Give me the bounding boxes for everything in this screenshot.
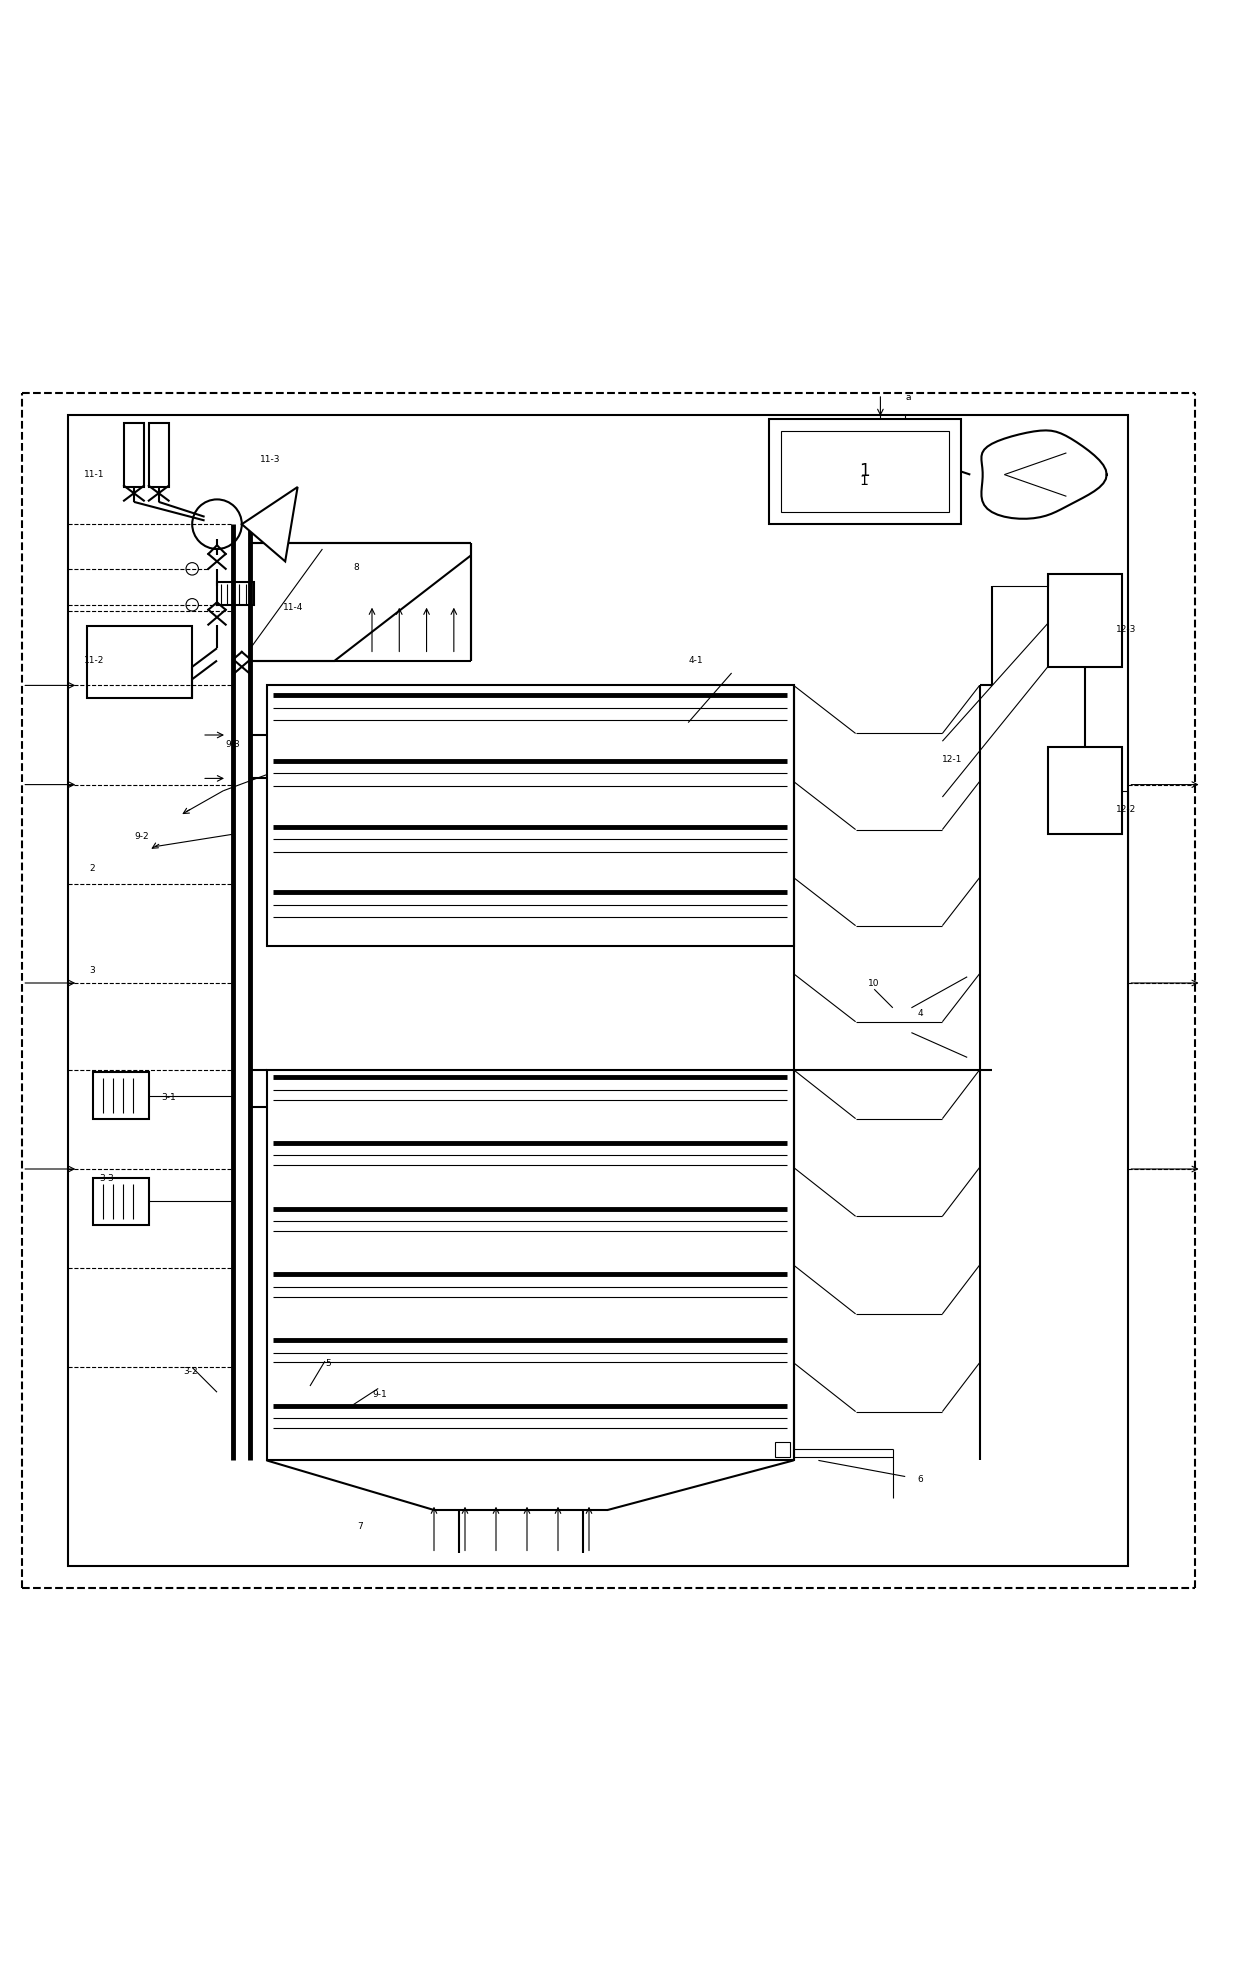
Text: 3: 3: [89, 965, 95, 975]
Bar: [267, 686, 794, 946]
Bar: [93, 1071, 149, 1119]
Text: 9-2: 9-2: [134, 832, 149, 841]
Text: 4-1: 4-1: [688, 657, 703, 665]
Text: 12-1: 12-1: [942, 755, 962, 765]
Text: 12-2: 12-2: [1116, 804, 1136, 814]
Text: 6: 6: [918, 1474, 924, 1484]
Bar: [781, 431, 949, 511]
Polygon shape: [242, 488, 298, 562]
Bar: [1048, 574, 1122, 666]
Bar: [1048, 747, 1122, 834]
Text: 1: 1: [859, 474, 869, 488]
Text: 3-2: 3-2: [184, 1366, 198, 1376]
Bar: [775, 1441, 790, 1457]
Bar: [267, 1070, 794, 1461]
Bar: [87, 625, 192, 698]
Text: 11-1: 11-1: [84, 470, 105, 480]
Text: 12-3: 12-3: [1116, 625, 1136, 635]
Text: 10: 10: [868, 979, 879, 987]
Bar: [769, 419, 961, 525]
Text: 7: 7: [357, 1522, 363, 1532]
Text: 9-3: 9-3: [226, 741, 241, 749]
Text: 2: 2: [89, 865, 95, 873]
Text: 8: 8: [353, 562, 360, 572]
Bar: [124, 423, 144, 488]
Text: 4: 4: [918, 1009, 924, 1018]
Text: 11-3: 11-3: [260, 456, 281, 464]
Bar: [149, 423, 169, 488]
Bar: [93, 1178, 149, 1225]
Text: 1: 1: [859, 462, 870, 480]
Text: 3-1: 3-1: [161, 1093, 176, 1101]
Text: 11-2: 11-2: [84, 657, 104, 665]
Bar: [217, 582, 254, 606]
Text: 9-1: 9-1: [372, 1390, 387, 1400]
Text: 11-4: 11-4: [283, 604, 303, 611]
Text: 3-3: 3-3: [99, 1174, 114, 1184]
Text: a: a: [905, 393, 910, 403]
Bar: [68, 415, 1128, 1565]
Text: 5: 5: [325, 1359, 331, 1368]
